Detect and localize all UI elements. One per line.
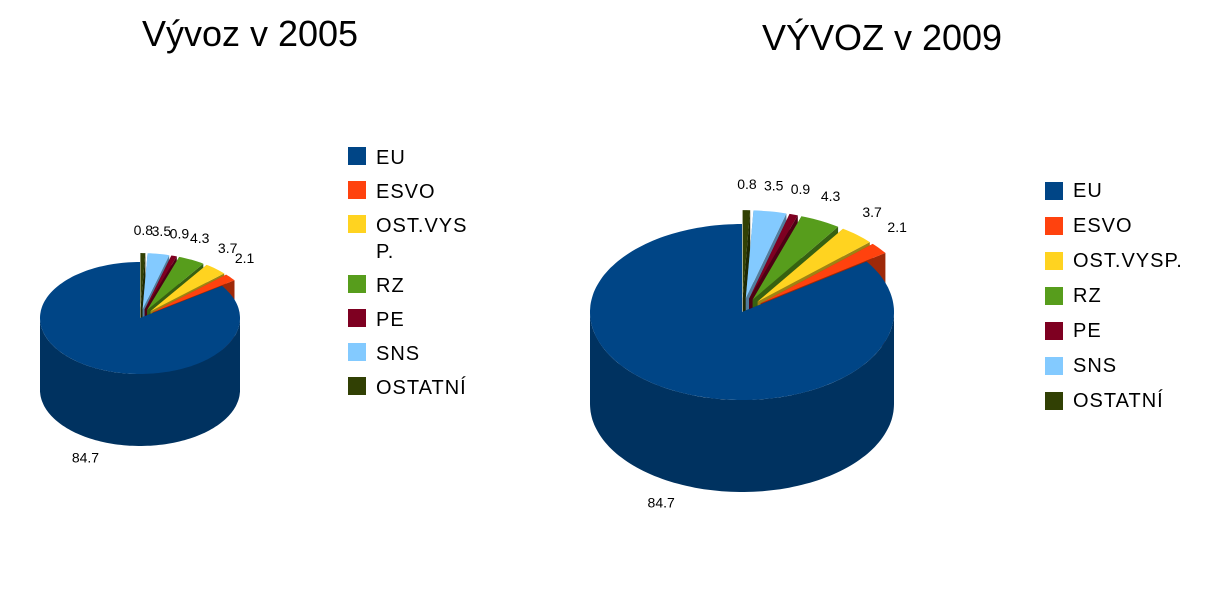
legend-item: ESVO [1045,215,1183,238]
legend-swatch [348,147,366,165]
legend-label: SNS [376,343,421,365]
legend-label: OST.VYSP. [1073,250,1183,272]
legend-label: EU [1073,180,1103,202]
chart-title: VÝVOZ v 2009 [762,17,1002,58]
data-label: 0.8 [737,176,757,192]
data-label: 2.1 [887,219,907,235]
pie-slice [142,253,170,310]
legend-swatch [1045,392,1063,410]
data-label: 84.7 [72,450,99,466]
legend-swatch [1045,182,1063,200]
legend-label: OSTATNÍ [1073,390,1164,412]
legend-swatch [348,309,366,327]
legend-item: EU [348,145,468,171]
legend-swatch [1045,357,1063,375]
data-label: 4.3 [190,230,210,246]
legend: EU ESVO OST.VYSP. RZ PE SNS OSTATNÍ [348,145,468,409]
data-label: 84.7 [648,495,675,511]
pie-slice [147,256,204,310]
data-label: 0.8 [134,222,154,238]
pie-slice [752,216,839,300]
slice-side [590,312,894,492]
pie-slice [749,213,798,299]
legend-swatch [348,377,366,395]
legend-item: SNS [348,341,468,367]
legend-swatch [1045,322,1063,340]
chart-title: Vývoz v 2005 [142,13,358,54]
pie-slice [590,224,894,400]
data-label: 3.5 [764,177,784,193]
legend-swatch [348,181,366,199]
pie-slice [150,264,225,312]
legend-label: OSTATNÍ [376,377,467,399]
legend-item: ESVO [348,179,468,205]
legend-item: PE [348,307,468,333]
legend-item: RZ [348,273,468,299]
data-label: 3.5 [152,223,172,239]
pie-slice [152,274,235,313]
legend-item: PE [1045,320,1183,343]
legend-label: ESVO [1073,215,1133,237]
data-label: 4.3 [821,188,841,204]
legend-item: SNS [1045,355,1183,378]
legend-item: OST.VYSP. [348,213,468,265]
pie-slice [757,228,870,302]
legend-label: ESVO [376,181,436,203]
legend-item: OST.VYSP. [1045,250,1183,273]
legend-item: OSTATNÍ [348,375,468,401]
legend-item: EU [1045,180,1183,203]
legend-label: EU [376,147,406,169]
data-label: 3.7 [862,204,882,220]
legend: EU ESVO OST.VYSP. RZ PE SNS OSTATNÍ [1045,180,1183,425]
legend-label: OST.VYSP. [376,215,468,263]
pie-slice [40,262,240,374]
legend-label: RZ [376,275,405,297]
legend-label: PE [376,309,405,331]
data-label: 2.1 [235,250,255,266]
pie-slice [760,243,886,304]
legend-swatch [348,215,366,233]
legend-swatch [1045,252,1063,270]
legend-swatch [1045,217,1063,235]
pie-slice [745,210,787,299]
data-label: 3.7 [218,240,238,256]
legend-item: RZ [1045,285,1183,308]
pie-slice [144,255,177,310]
legend-item: OSTATNÍ [1045,390,1183,413]
pie-slice [140,253,146,309]
legend-swatch [348,275,366,293]
legend-label: SNS [1073,355,1118,377]
legend-swatch [1045,287,1063,305]
data-label: 0.9 [170,225,190,241]
data-label: 0.9 [791,181,811,197]
legend-label: RZ [1073,285,1102,307]
slice-side [40,318,240,446]
legend-label: PE [1073,320,1102,342]
pie-slice [742,210,751,299]
legend-swatch [348,343,366,361]
